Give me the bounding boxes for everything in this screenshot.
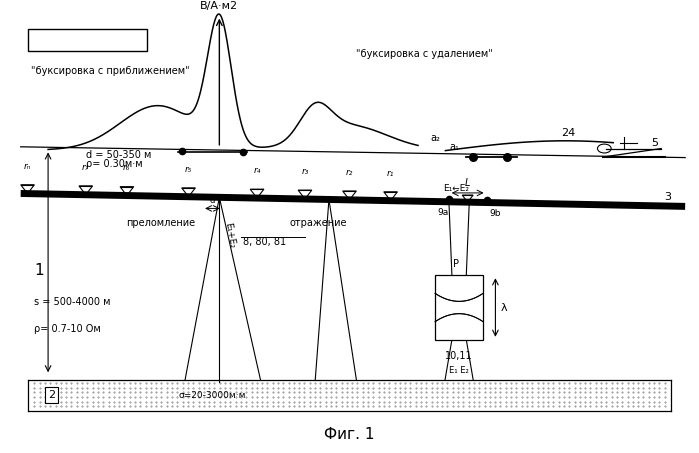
Text: преломление: преломление — [127, 217, 196, 227]
Text: E₁ E₂: E₁ E₂ — [449, 366, 469, 375]
FancyBboxPatch shape — [27, 29, 147, 51]
Text: E₁+E₂: E₁+E₂ — [223, 222, 236, 249]
Text: r₂: r₂ — [346, 168, 353, 177]
Bar — [435, 275, 483, 340]
Text: d: d — [210, 196, 215, 205]
Text: L: L — [465, 178, 470, 188]
Text: s = 500-4000 м: s = 500-4000 м — [34, 297, 111, 307]
Text: 1: 1 — [34, 263, 44, 279]
Text: 2: 2 — [48, 390, 55, 400]
Text: ρ= 0.30м·м: ρ= 0.30м·м — [86, 159, 143, 169]
Text: В/А·м2: В/А·м2 — [201, 1, 238, 11]
Text: λ: λ — [501, 303, 507, 313]
Text: σ=20-3000м·м: σ=20-3000м·м — [179, 390, 246, 400]
Text: 9b: 9b — [489, 209, 500, 218]
Text: "буксировка с приближением": "буксировка с приближением" — [31, 66, 189, 76]
Text: 9a: 9a — [438, 208, 449, 217]
Text: r₁: r₁ — [387, 169, 394, 178]
Text: отражение: отражение — [290, 217, 347, 227]
Text: 8, 80, 81: 8, 80, 81 — [243, 237, 287, 247]
Text: r₆: r₆ — [123, 164, 131, 173]
Text: ρ= 0.7-10 Ом: ρ= 0.7-10 Ом — [34, 323, 101, 333]
Text: 24: 24 — [561, 128, 576, 138]
Text: 10,11: 10,11 — [445, 351, 473, 361]
Text: 5: 5 — [651, 138, 658, 148]
Text: rₙ: rₙ — [24, 162, 31, 170]
Text: 3: 3 — [665, 192, 672, 202]
Text: E₁←E₂: E₁←E₂ — [442, 184, 468, 193]
Text: r₇: r₇ — [82, 163, 89, 172]
Text: r₄: r₄ — [253, 166, 261, 175]
Text: P: P — [453, 259, 459, 269]
Text: a₁: a₁ — [449, 142, 459, 152]
Text: r₅: r₅ — [185, 164, 192, 173]
Text: "буксировка с удалением": "буксировка с удалением" — [356, 49, 493, 59]
Text: Фиг. 1: Фиг. 1 — [324, 427, 375, 442]
Text: d = 50-350 м: d = 50-350 м — [86, 150, 151, 160]
Text: r₃: r₃ — [301, 167, 309, 176]
Text: a₂: a₂ — [430, 133, 440, 143]
